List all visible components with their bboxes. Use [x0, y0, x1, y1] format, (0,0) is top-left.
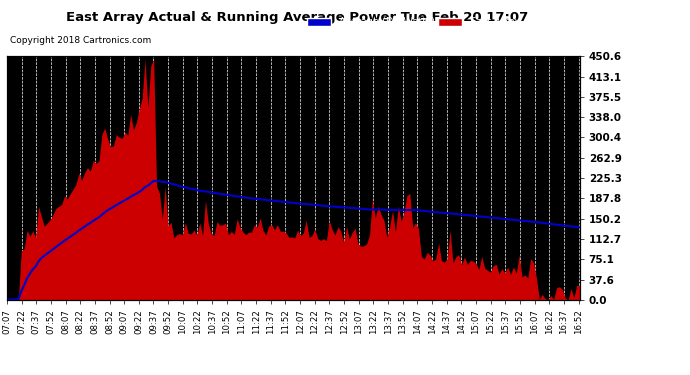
Legend: Average (DC Watts), East Array (DC Watts): Average (DC Watts), East Array (DC Watts… [304, 15, 578, 29]
Text: Copyright 2018 Cartronics.com: Copyright 2018 Cartronics.com [10, 36, 152, 45]
Text: East Array Actual & Running Average Power Tue Feb 20 17:07: East Array Actual & Running Average Powe… [66, 11, 528, 24]
